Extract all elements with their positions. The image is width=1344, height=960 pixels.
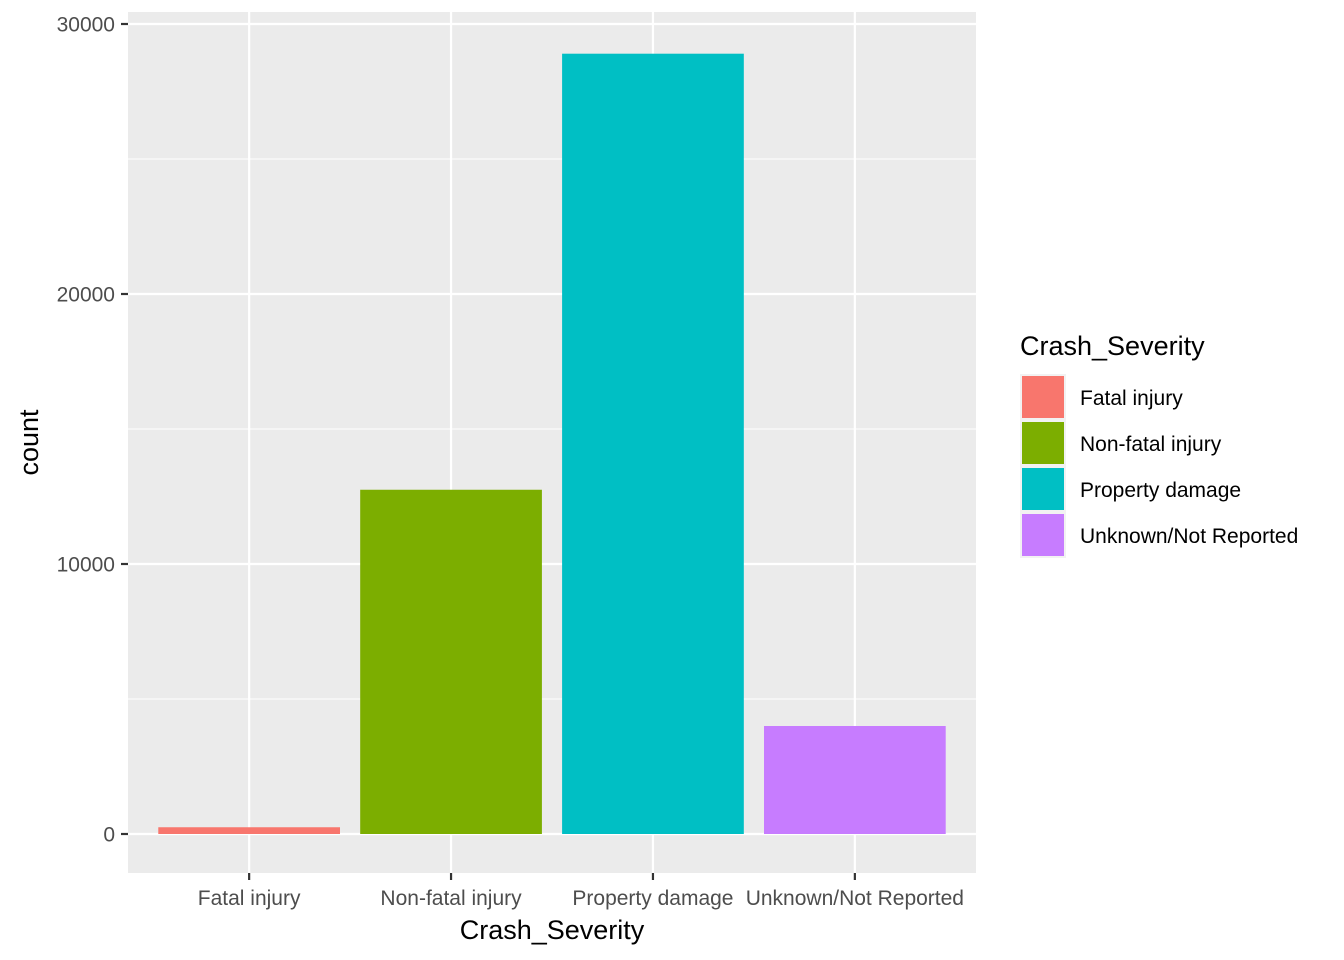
bar	[764, 726, 946, 834]
minor-grid	[128, 158, 976, 700]
x-tick-label: Unknown/Not Reported	[746, 887, 964, 910]
bar	[562, 53, 744, 834]
legend-label: Non-fatal injury	[1080, 433, 1222, 456]
legend-label: Unknown/Not Reported	[1080, 525, 1298, 548]
bars	[158, 53, 946, 834]
x-axis-title: Crash_Severity	[460, 915, 645, 945]
y-tick-label: 20000	[57, 284, 115, 307]
bar	[360, 489, 542, 834]
legend-title: Crash_Severity	[1020, 331, 1205, 361]
legend-swatch	[1022, 468, 1064, 510]
y-axis-title: count	[14, 409, 44, 476]
legend-swatch	[1022, 376, 1064, 418]
x-tick-label: Property damage	[572, 887, 733, 910]
x-tick-label: Non-fatal injury	[380, 887, 522, 910]
x-axis: Fatal injury Non-fatal injury Property dam…	[198, 873, 964, 910]
legend-swatch	[1022, 422, 1064, 464]
x-tick-label: Fatal injury	[198, 887, 301, 910]
legend-label: Fatal injury	[1080, 387, 1183, 410]
y-tick-label: 10000	[57, 554, 115, 577]
legend-swatch	[1022, 514, 1064, 556]
legend-items: Fatal injury Non-fatal injury Property dam…	[1020, 374, 1298, 558]
y-tick-label: 30000	[57, 14, 115, 37]
legend-label: Property damage	[1080, 479, 1241, 502]
y-axis: 0 10000 20000 30000	[57, 14, 128, 847]
bar	[158, 827, 340, 834]
legend: Crash_Severity Fatal injury Non-fatal inj…	[1020, 331, 1298, 558]
y-tick-label: 0	[103, 824, 115, 847]
